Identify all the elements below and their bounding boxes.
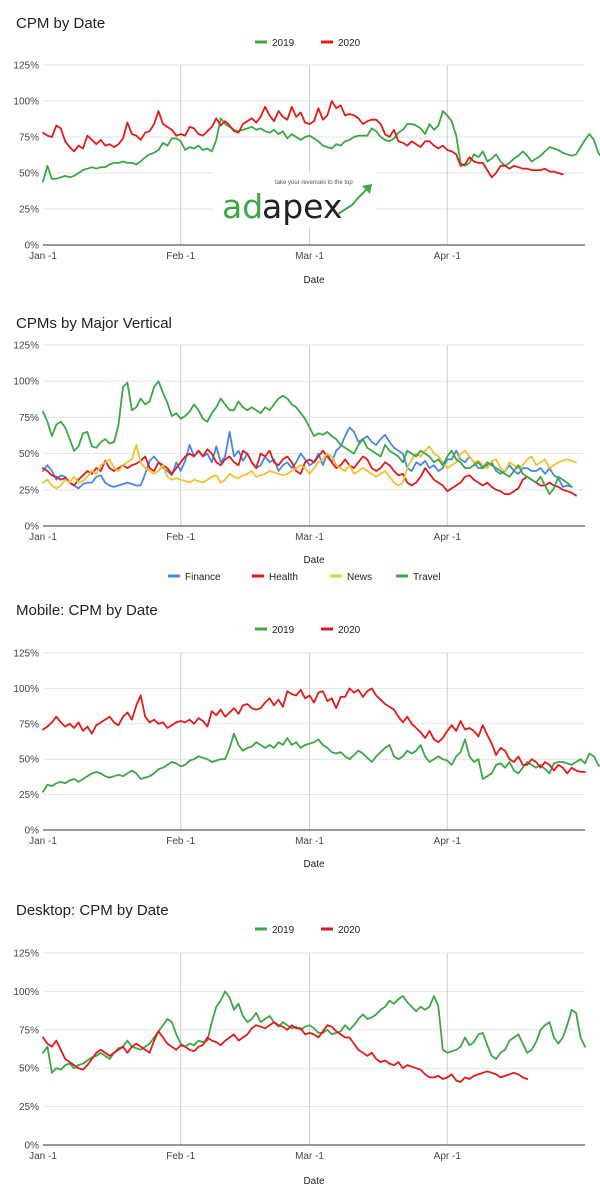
series-line-2020: [42, 687, 586, 775]
y-tick-label: 0%: [25, 522, 40, 533]
x-tick-label: Jan -1: [29, 251, 57, 262]
x-tick-label: Apr -1: [434, 1151, 462, 1162]
x-axis-label: Date: [303, 275, 325, 286]
y-tick-label: 75%: [19, 133, 39, 144]
series-line-2020: [42, 100, 564, 179]
x-axis-label: Date: [303, 555, 325, 566]
legend-label: News: [347, 572, 372, 583]
legend-label: 2019: [272, 38, 295, 49]
series-line-2020: [42, 1021, 529, 1083]
y-tick-label: 50%: [19, 755, 39, 766]
series-line-2019: [42, 110, 600, 183]
chart-title: CPM by Date: [16, 15, 105, 32]
arrow-shaft: [337, 189, 367, 215]
y-tick-label: 125%: [13, 341, 39, 352]
series-line-health: [42, 448, 577, 497]
legend-label: Health: [269, 572, 298, 583]
series-line-travel: [42, 380, 573, 496]
x-tick-label: Mar -1: [295, 836, 324, 847]
y-tick-label: 0%: [25, 826, 40, 837]
y-tick-label: 25%: [19, 790, 39, 801]
y-tick-label: 125%: [13, 649, 39, 660]
logo-word-ad: ad: [222, 187, 263, 226]
series-line-2019: [42, 990, 586, 1074]
x-tick-label: Jan -1: [29, 836, 57, 847]
y-tick-label: 25%: [19, 1102, 39, 1113]
logo-word-apex: apex: [262, 187, 342, 226]
chart-title: Desktop: CPM by Date: [16, 902, 169, 919]
x-axis-label: Date: [303, 859, 325, 870]
chart-desktop-cpm-by-date: Desktop: CPM by Date 0% 25% 50% 75% 100% 125% J…: [0, 895, 600, 1202]
chart-svg: CPMs by Major Vertical 0% 25% 50% 75% 100% 125…: [13, 315, 585, 583]
y-tick-label: 100%: [13, 377, 39, 388]
y-tick-label: 0%: [25, 1141, 40, 1152]
x-tick-label: Apr -1: [434, 836, 462, 847]
y-tick-label: 0%: [25, 241, 40, 252]
chart-title: Mobile: CPM by Date: [16, 602, 158, 619]
x-tick-label: Feb -1: [166, 532, 195, 543]
x-tick-label: Mar -1: [295, 251, 324, 262]
x-axis-label: Date: [303, 1176, 325, 1187]
y-tick-label: 75%: [19, 719, 39, 730]
y-tick-label: 125%: [13, 61, 39, 72]
chart-title: CPMs by Major Vertical: [16, 315, 172, 332]
up-arrow-icon: [337, 184, 372, 215]
x-tick-label: Jan -1: [29, 1151, 57, 1162]
x-tick-label: Feb -1: [166, 251, 195, 262]
y-tick-label: 100%: [13, 684, 39, 695]
y-tick-label: 25%: [19, 205, 39, 216]
chart-svg: CPM by Date 0% 25% 50% 75% 100% 125% Jan -1 Feb …: [13, 15, 600, 286]
y-tick-label: 100%: [13, 97, 39, 108]
series-line-finance: [42, 426, 573, 490]
chart-mobile-cpm-by-date: Mobile: CPM by Date 0% 25% 50% 75% 100% 125% Ja…: [0, 595, 600, 895]
y-tick-label: 100%: [13, 987, 39, 998]
y-tick-label: 75%: [19, 1025, 39, 1036]
x-tick-label: Apr -1: [434, 251, 462, 262]
chart-cpms-by-major-vertical: CPMs by Major Vertical 0% 25% 50% 75% 100% 125…: [0, 300, 600, 595]
logo-background: [214, 172, 376, 228]
legend-label: 2020: [338, 625, 361, 636]
chart-cpm-by-date: CPM by Date 0% 25% 50% 75% 100% 125% Jan -1 Feb …: [0, 0, 600, 300]
legend-label: 2020: [338, 925, 361, 936]
y-tick-label: 125%: [13, 949, 39, 960]
y-tick-label: 50%: [19, 169, 39, 180]
x-tick-label: Mar -1: [295, 1151, 324, 1162]
legend-label: 2020: [338, 38, 361, 49]
y-tick-label: 75%: [19, 413, 39, 424]
chart-svg: Mobile: CPM by Date 0% 25% 50% 75% 100% 125% Ja…: [13, 602, 600, 870]
x-tick-label: Apr -1: [434, 532, 462, 543]
chart-svg: Desktop: CPM by Date 0% 25% 50% 75% 100% 125% J…: [13, 902, 586, 1187]
legend-label: 2019: [272, 625, 295, 636]
legend-label: Travel: [413, 572, 440, 583]
arrow-head: [362, 184, 372, 194]
legend-label: Finance: [185, 572, 221, 583]
series-line-2019: [42, 732, 600, 793]
y-tick-label: 50%: [19, 449, 39, 460]
x-tick-label: Feb -1: [166, 836, 195, 847]
legend-label: 2019: [272, 925, 295, 936]
y-tick-label: 50%: [19, 1064, 39, 1075]
x-tick-label: Jan -1: [29, 532, 57, 543]
y-tick-label: 25%: [19, 485, 39, 496]
series-line-news: [42, 443, 577, 490]
x-tick-label: Mar -1: [295, 532, 324, 543]
logo-tagline: take your revenues to the top: [275, 180, 353, 186]
x-tick-label: Feb -1: [166, 1151, 195, 1162]
